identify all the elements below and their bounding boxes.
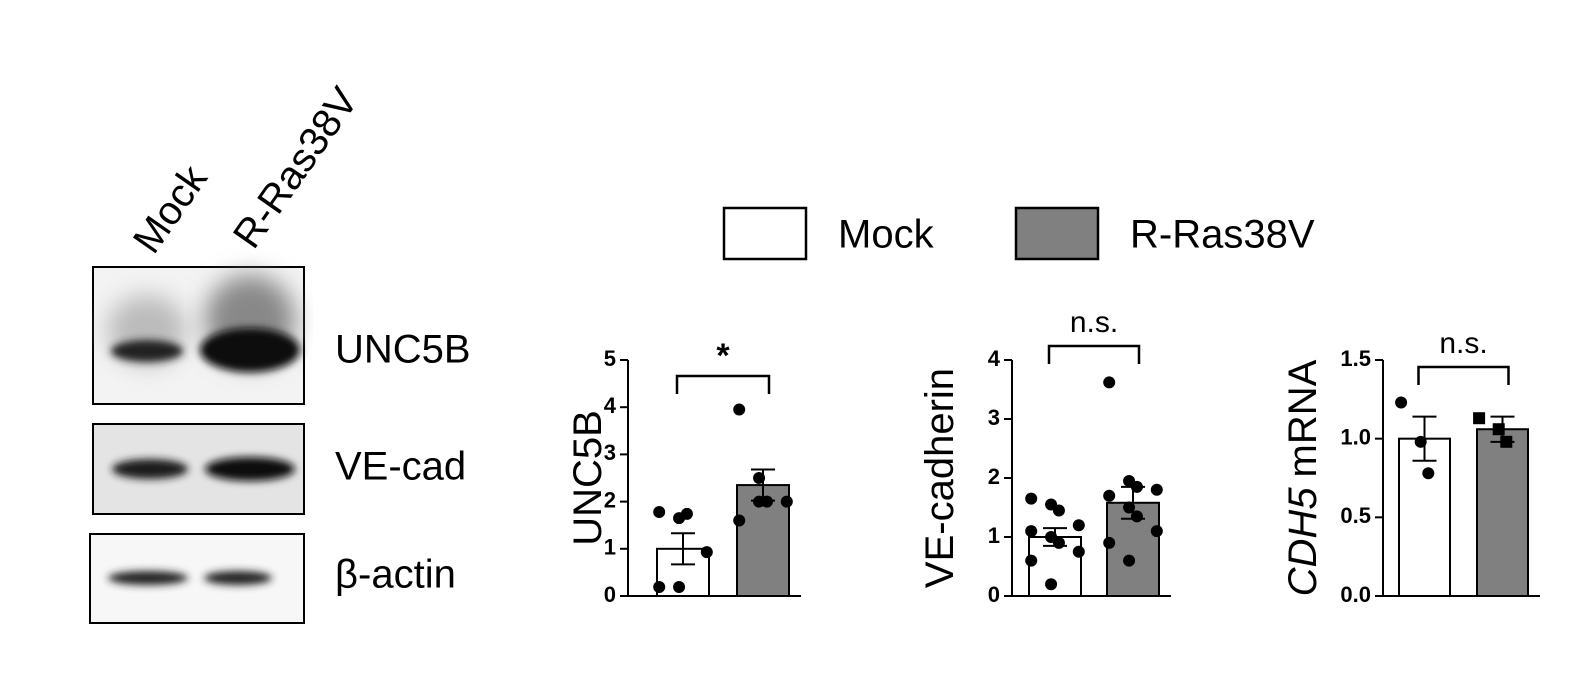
legend-label: Mock <box>838 213 935 257</box>
data-point <box>753 472 766 484</box>
western-blot: Mock R-Ras38V UNC5B VE-cad β-actin <box>89 80 471 624</box>
y-axis-label-part: VE-cadherin <box>918 368 962 588</box>
row-label: UNC5B <box>335 328 471 372</box>
data-point <box>1422 467 1435 480</box>
data-point <box>1492 423 1505 436</box>
data-point <box>753 495 766 508</box>
y-tick-label: 2 <box>988 464 1000 489</box>
significance-label: n.s. <box>1439 327 1487 360</box>
y-axis-label: UNC5B <box>566 410 610 546</box>
significance-bracket <box>1047 344 1141 364</box>
significance-bracket <box>675 374 771 394</box>
data-point <box>653 505 666 518</box>
data-point <box>1072 519 1085 532</box>
y-tick-label: 1 <box>604 535 616 560</box>
data-point <box>1045 578 1058 591</box>
data-point <box>1130 510 1143 523</box>
y-tick-label: 4 <box>604 393 617 418</box>
data-point <box>1025 492 1038 505</box>
blot-band <box>205 457 295 481</box>
y-tick-label: 0 <box>604 582 616 607</box>
bar-chart: 0.0 0.5 1.0 1.5 CDH5 mRNA n.s. <box>1281 327 1540 607</box>
data-point <box>1072 545 1085 558</box>
row-label: VE-cad <box>335 445 466 489</box>
data-point <box>1150 483 1163 496</box>
data-point <box>680 507 693 520</box>
blot-band <box>204 571 272 585</box>
legend-swatch <box>722 206 808 261</box>
data-point <box>1130 480 1143 493</box>
data-point <box>1123 554 1136 567</box>
y-tick-label: 4 <box>988 346 1001 371</box>
y-tick-label: 3 <box>604 440 616 465</box>
y-tick-label: 5 <box>604 346 616 371</box>
data-point <box>1052 536 1065 549</box>
y-tick-label: 0.5 <box>1340 503 1371 528</box>
y-axis-label-part: CDH5 <box>1281 487 1325 597</box>
y-tick-label: 2 <box>604 487 616 512</box>
charts: 0 1 2 3 4 5 UNC5B * 0 1 2 3 4 VE-cadherin n.s. 0.0 0.5 1.… <box>566 306 1540 607</box>
y-tick-label: 0.0 <box>1340 582 1371 607</box>
data-point <box>1025 525 1038 538</box>
blot-band <box>200 328 300 372</box>
y-axis-label-part: UNC5B <box>566 410 610 546</box>
y-tick-label: 0 <box>988 582 1000 607</box>
y-tick-label: 1 <box>988 523 1000 548</box>
row-label: β-actin <box>335 553 456 597</box>
y-axis-label-part: mRNA <box>1281 359 1325 477</box>
blot-band <box>111 340 183 362</box>
data-point <box>1395 396 1408 409</box>
data-point <box>733 403 746 416</box>
data-point <box>1473 412 1486 425</box>
data-point <box>653 581 666 594</box>
data-point <box>1123 501 1136 514</box>
y-tick-label: 1.0 <box>1340 424 1371 449</box>
bar <box>1398 437 1451 597</box>
lane-label: Mock <box>125 157 216 261</box>
data-point <box>1103 489 1116 502</box>
legend: Mock R-Ras38V <box>722 206 1315 261</box>
data-point <box>1103 536 1116 549</box>
bar <box>1476 428 1529 597</box>
data-point <box>673 581 686 594</box>
data-point <box>1414 435 1427 448</box>
error-bar <box>671 532 695 566</box>
significance-label: * <box>716 337 730 375</box>
legend-swatch <box>1014 206 1100 261</box>
significance-label: n.s. <box>1070 306 1118 339</box>
y-tick-label: 3 <box>988 405 1000 430</box>
data-point <box>1103 376 1116 389</box>
data-point <box>1025 554 1038 567</box>
y-axis-label: VE-cadherin <box>918 368 962 588</box>
data-point <box>1500 435 1513 448</box>
bar-chart: 0 1 2 3 4 VE-cadherin n.s. <box>918 306 1171 607</box>
data-point <box>733 514 746 527</box>
blot-band <box>112 459 188 479</box>
blot-band <box>108 571 188 585</box>
lane-label: R-Ras38V <box>225 80 367 257</box>
significance-bracket <box>1417 365 1510 385</box>
y-tick-label: 1.5 <box>1340 346 1371 371</box>
data-point <box>700 546 713 559</box>
data-point <box>1150 525 1163 538</box>
legend-label: R-Ras38V <box>1130 213 1315 257</box>
data-point <box>1052 504 1065 517</box>
bar-chart: 0 1 2 3 4 5 UNC5B * <box>566 337 801 607</box>
data-point <box>780 495 793 508</box>
y-axis-label: CDH5 mRNA <box>1281 359 1325 596</box>
